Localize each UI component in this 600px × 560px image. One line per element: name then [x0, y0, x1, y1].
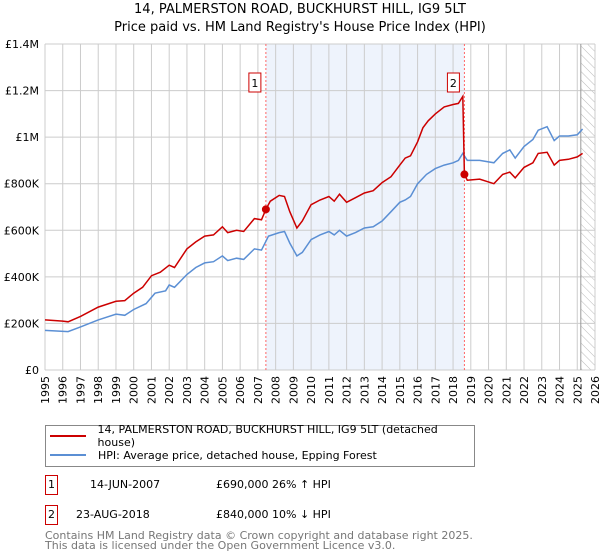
x-tick-label: 2005 [216, 376, 229, 404]
footer-licence: This data is licensed under the Open Gov… [45, 539, 396, 552]
x-tick-label: 2003 [181, 376, 194, 404]
sale-marker-box [248, 72, 262, 93]
y-tick-label: £800K [4, 178, 40, 191]
x-tick-label: 2012 [341, 376, 354, 404]
footer: Contains HM Land Registry data © Crown c… [45, 529, 473, 552]
y-tick-label: £200K [4, 317, 40, 330]
y-tick-label: £1.2M [5, 85, 39, 98]
legend-label-property: 14, PALMERSTON ROAD, BUCKHURST HILL, IG9… [97, 423, 438, 449]
x-tick-label: 1998 [92, 376, 105, 404]
x-tick-label: 1997 [74, 376, 87, 404]
x-tick-label: 2002 [163, 376, 176, 404]
x-tick-label: 2021 [500, 376, 513, 404]
x-tick-label: 2017 [429, 376, 442, 404]
footer-copyright: Contains HM Land Registry data © Crown c… [45, 529, 473, 542]
x-tick-label: 2007 [252, 376, 265, 404]
sale-marker-box [446, 72, 460, 93]
sale-price: £690,000 [216, 478, 269, 491]
y-tick-label: £1M [16, 131, 40, 144]
sale-date: 14-JUN-2007 [90, 478, 161, 491]
x-tick-label: 1996 [57, 376, 70, 404]
sale-marker-label: 1 [251, 77, 258, 90]
sale-badge: 1 [45, 475, 58, 495]
sale-row: 2 23-AUG-2018 £840,000 10% ↓ HPI [45, 505, 600, 525]
x-tick-label: 2001 [145, 376, 158, 404]
series-line-property [44, 93, 584, 323]
sale-price: £840,000 [216, 508, 269, 521]
plot-area: 1995 1996 1997 1998 1999 2000 2001 2002 2003 2004… [4, 38, 600, 404]
x-tick-label: 2009 [287, 376, 300, 404]
x-tick-label: 2026 [589, 376, 600, 404]
chart-subtitle: Price paid vs. HM Land Registry's House … [114, 20, 486, 35]
sale-delta: 10% ↓ HPI [272, 508, 331, 521]
x-tick-label: 2015 [394, 376, 407, 404]
legend-swatch-hpi [50, 454, 86, 456]
x-tick-label: 2006 [234, 376, 247, 404]
x-tick-label: 2018 [447, 376, 460, 404]
x-tick-label: 2019 [465, 376, 478, 404]
x-tick-label: 2025 [571, 376, 584, 404]
x-tick-label: 2022 [518, 376, 531, 404]
x-tick-label: 2024 [554, 376, 567, 404]
x-tick-label: 2014 [376, 376, 389, 404]
sale-marker-label: 2 [450, 77, 457, 90]
legend-label-hpi: HPI: Average price, detached house, Eppi… [98, 448, 377, 462]
ownership-shade [265, 44, 465, 370]
sale-badge: 2 [45, 505, 58, 525]
chart-title: 14, PALMERSTON ROAD, BUCKHURST HILL, IG9… [134, 2, 466, 17]
sale-date: 23-AUG-2018 [76, 508, 150, 521]
x-tick-label: 2011 [323, 376, 336, 404]
x-tick-label: 2016 [412, 376, 425, 404]
y-tick-label: £1.4M [5, 38, 39, 51]
x-tick-label: 2023 [536, 376, 549, 404]
y-tick-label: £0 [25, 364, 39, 377]
x-tick-label: 2008 [270, 376, 283, 404]
sale-row: 1 14-JUN-2007 £690,000 26% ↑ HPI [45, 475, 600, 495]
legend: 14, PALMERSTON ROAD, BUCKHURST HILL, IG9… [45, 423, 475, 467]
sale-delta: 26% ↑ HPI [272, 478, 331, 491]
series-line-hpi [44, 125, 584, 333]
x-tick-label: 2010 [305, 376, 318, 404]
x-tick-label: 2004 [199, 376, 212, 404]
x-tick-label: 1999 [110, 376, 123, 404]
y-tick-label: £400K [4, 271, 40, 284]
sale-point [460, 170, 469, 179]
x-tick-label: 2000 [128, 376, 141, 404]
sale-point [261, 205, 270, 214]
x-tick-label: 2013 [358, 376, 371, 404]
legend-swatch-property [50, 435, 86, 437]
y-tick-label: £600K [4, 224, 40, 237]
x-tick-label: 1995 [39, 376, 52, 404]
x-tick-label: 2020 [483, 376, 496, 404]
forecast-hatch [580, 44, 595, 370]
